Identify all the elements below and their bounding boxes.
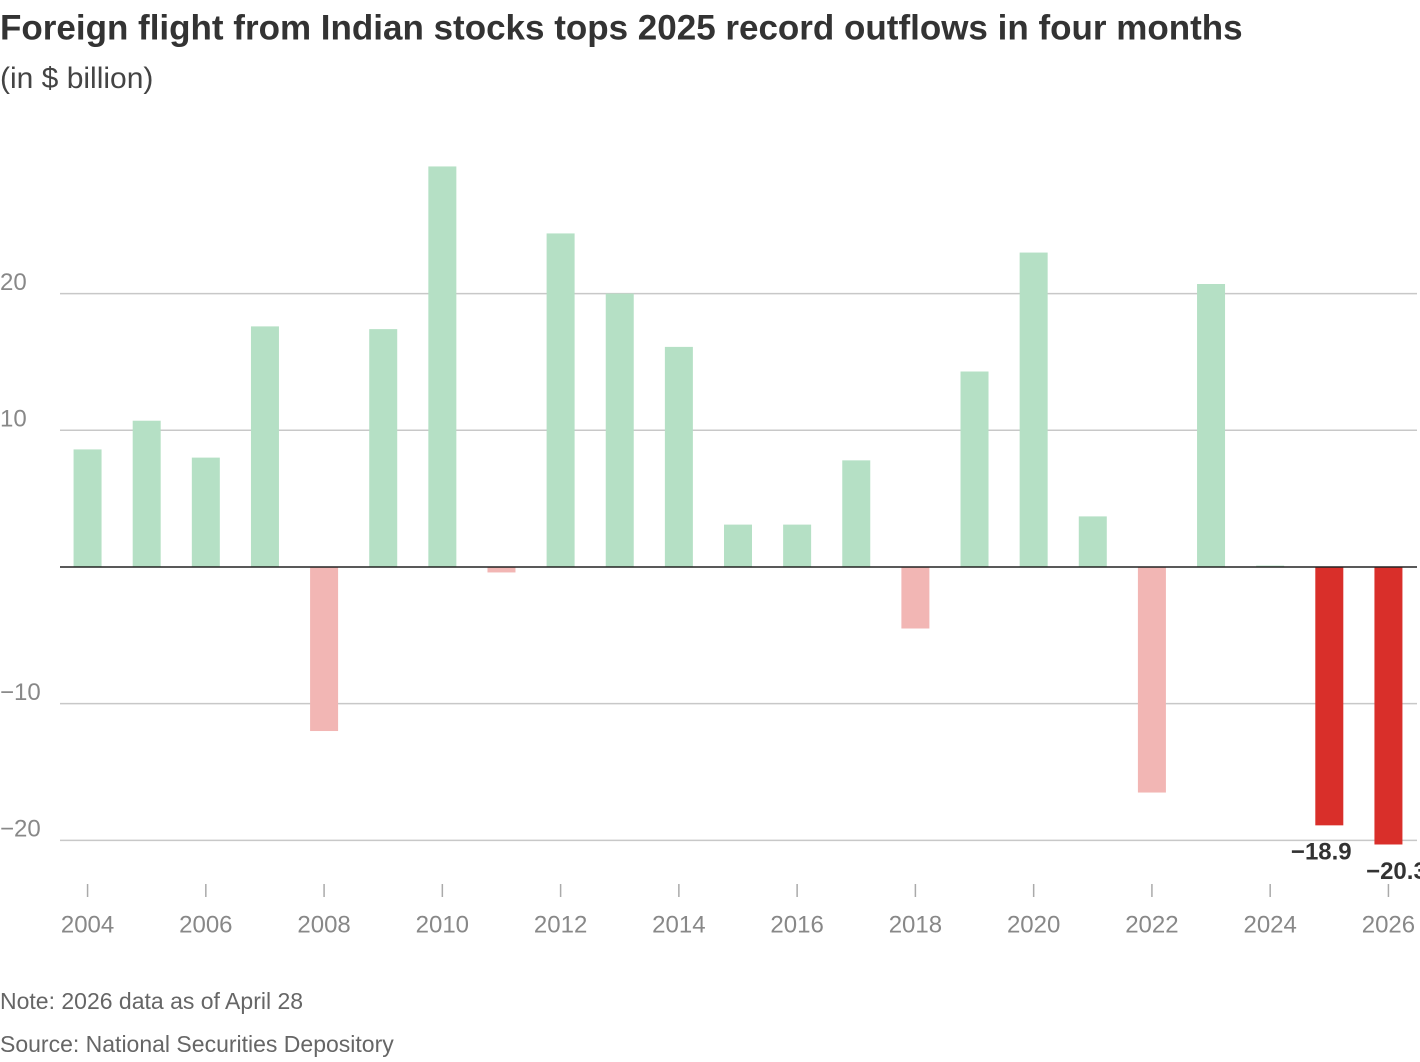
x-tick-label: 2018 — [889, 911, 942, 938]
bar — [546, 233, 575, 567]
bar — [191, 457, 220, 567]
x-tick-label: 2022 — [1125, 911, 1178, 938]
chart-subtitle: (in $ billion) — [0, 62, 153, 95]
bar — [664, 346, 693, 567]
bar — [1315, 566, 1344, 826]
bar — [960, 371, 989, 567]
bar — [250, 326, 279, 567]
bar — [724, 524, 752, 567]
x-tick-label: 2006 — [179, 911, 232, 938]
bar — [1197, 284, 1226, 567]
x-tick-label: 2004 — [61, 911, 114, 938]
bar — [842, 460, 871, 567]
bar — [1019, 252, 1048, 567]
x-tick-label: 2024 — [1243, 911, 1296, 938]
bar — [369, 329, 398, 567]
x-tick-label: 2008 — [297, 911, 350, 938]
x-tick-label: 2014 — [652, 911, 705, 938]
bar — [901, 566, 930, 629]
bar — [310, 566, 339, 732]
bar — [783, 524, 812, 567]
y-tick-label: 10 — [0, 406, 27, 433]
chart-title: Foreign flight from Indian stocks tops 2… — [0, 8, 1243, 47]
bar — [428, 166, 457, 567]
bar — [132, 420, 161, 567]
bar — [73, 449, 102, 567]
bar — [1137, 566, 1166, 793]
bar — [487, 566, 516, 573]
value-label: −18.9 — [1291, 839, 1352, 866]
y-tick-label: 20 — [0, 269, 27, 296]
x-tick-label: 2010 — [416, 911, 469, 938]
y-tick-label: −20 — [0, 816, 41, 843]
bar — [1374, 566, 1403, 845]
x-tick-label: 2012 — [534, 911, 587, 938]
x-tick-label: 2020 — [1007, 911, 1060, 938]
bar — [605, 293, 634, 567]
bar — [1078, 516, 1107, 567]
x-tick-label: 2016 — [770, 911, 823, 938]
source: Source: National Securities Depository — [0, 1031, 394, 1057]
value-label: −20.3 — [1366, 858, 1420, 885]
y-tick-label: −10 — [0, 679, 41, 706]
note: Note: 2026 data as of April 28 — [0, 988, 303, 1014]
x-tick-label: 2026 — [1362, 911, 1415, 938]
